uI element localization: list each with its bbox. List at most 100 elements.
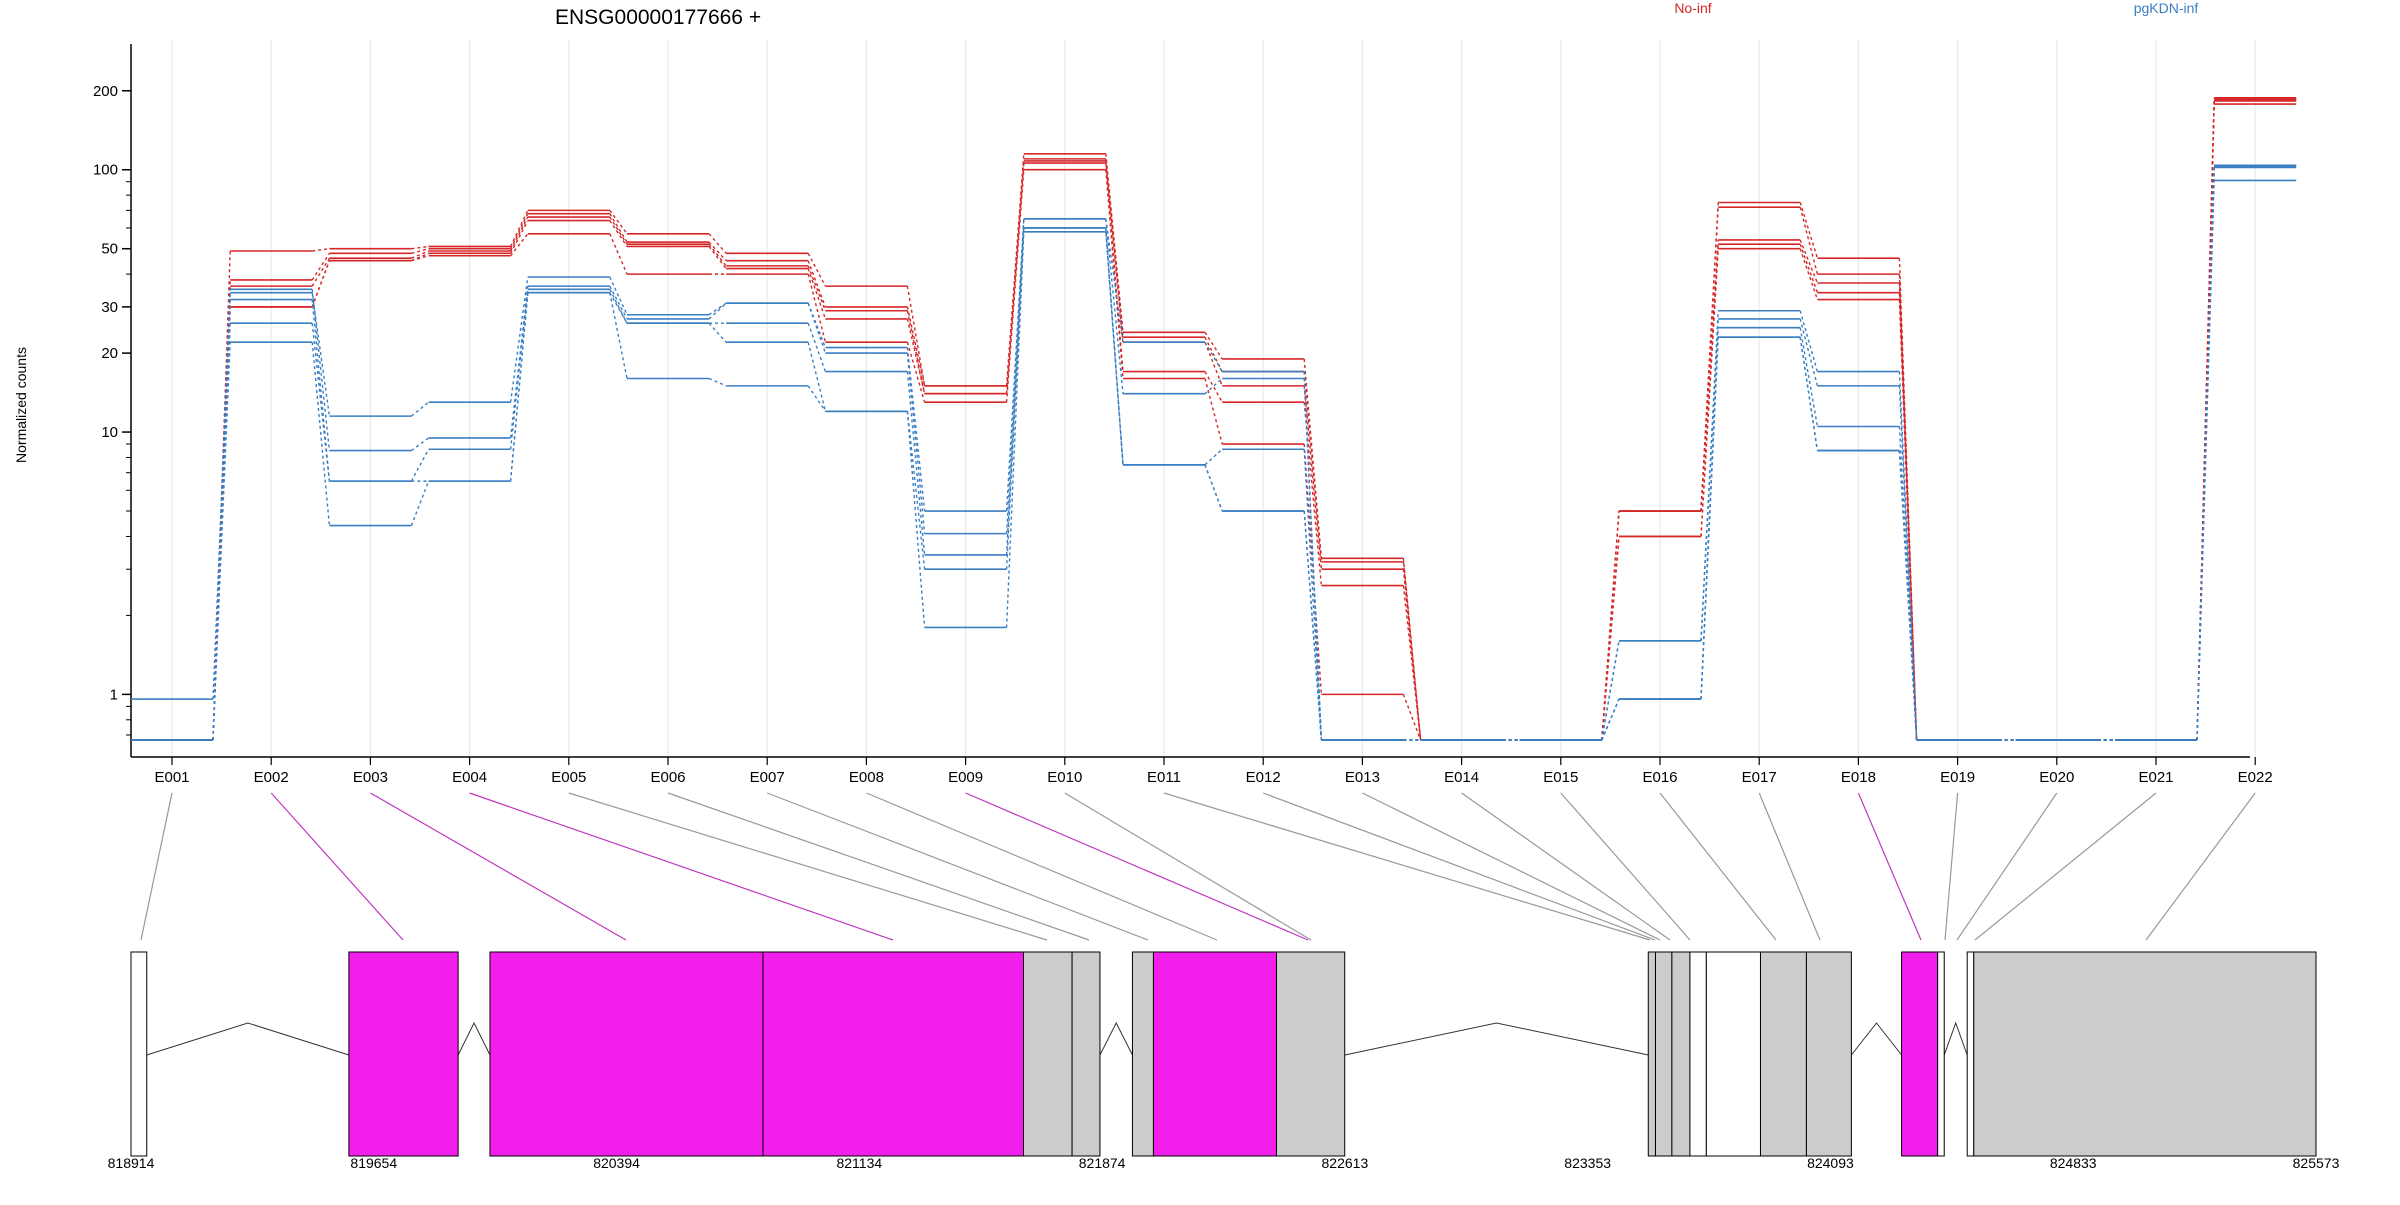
y-tick-label: 1 (110, 686, 118, 703)
data-connector (509, 292, 529, 482)
data-connector (609, 289, 628, 324)
data-connector (906, 342, 926, 403)
mapping-line (270, 792, 404, 941)
x-tick-label: E019 (1940, 769, 1975, 786)
data-connector (708, 322, 727, 343)
mapping-line (568, 792, 1048, 941)
y-tick-label: 10 (101, 424, 118, 441)
data-connector (609, 216, 628, 245)
y-tick-label: 20 (101, 345, 118, 362)
data-connector (807, 260, 827, 308)
y-axis-label: Normalized counts (13, 347, 29, 463)
legend-entry-no-inf: No-inf (1674, 0, 1711, 16)
x-tick-label: E020 (2039, 769, 2074, 786)
exon-box (1023, 951, 1073, 1157)
x-tick-label: E008 (849, 769, 884, 786)
data-connector (410, 437, 430, 452)
data-connector (1005, 158, 1025, 386)
data-connector (906, 371, 926, 556)
data-connector (807, 302, 827, 354)
exon-box (1973, 951, 2317, 1157)
data-connector (1105, 218, 1124, 343)
data-connector (1799, 248, 1819, 300)
data-connector (609, 292, 628, 379)
gene-model: 818914 819654 820394 821134 821874 822613 8233… (108, 951, 2340, 1171)
exon-box (1759, 951, 1807, 1157)
data-connector (1005, 163, 1025, 394)
data-connector (1700, 337, 1719, 700)
data-connector (609, 213, 628, 243)
data-connector (1799, 244, 1819, 293)
data-connector (708, 246, 727, 269)
exon-box (1152, 951, 1277, 1157)
exon-box (348, 951, 459, 1157)
data-connector (906, 411, 926, 570)
data-connector (411, 248, 429, 255)
data-connector (2196, 104, 2215, 741)
data-connector (411, 255, 429, 262)
data-connector (311, 289, 331, 451)
series-No-inf (131, 98, 2297, 741)
data-connector (1402, 694, 1422, 741)
mapping-line (1461, 792, 1671, 941)
data-connector (1204, 448, 1223, 466)
x-tick-label: E005 (551, 769, 586, 786)
series-lines (131, 97, 2297, 741)
legend-entry-pgkdn-inf: pgKDN-inf (2134, 0, 2199, 16)
data-connector (906, 318, 926, 394)
data-connector (708, 302, 727, 320)
data-connector (1005, 169, 1025, 403)
data-connector (906, 286, 926, 386)
data-connector (509, 216, 529, 252)
intron-line (457, 1021, 491, 1056)
data-connector (311, 299, 331, 482)
data-connector (807, 268, 827, 320)
data-connector (708, 233, 727, 254)
data-connector (509, 220, 529, 254)
exon-box (130, 951, 148, 1157)
mapping-line (1560, 792, 1691, 941)
data-connector (1402, 585, 1422, 741)
exon-mapping-lines (140, 792, 2256, 941)
data-connector (1204, 464, 1223, 512)
exon-box (1689, 951, 1707, 1157)
exon-box (1671, 951, 1691, 1157)
exon-box (1654, 951, 1673, 1157)
data-connector (1303, 510, 1323, 741)
data-connector (1799, 310, 1819, 372)
chart-title: ENSG00000177666 + (555, 6, 761, 29)
mapping-line (667, 792, 1090, 941)
data-connector (1204, 336, 1223, 372)
data-connector (1799, 337, 1819, 451)
exon-box (1705, 951, 1761, 1157)
mapping-line (1362, 792, 1661, 941)
mapping-line (1163, 792, 1651, 941)
data-connector (708, 243, 727, 267)
data-connector (906, 310, 926, 394)
mapping-line (2145, 792, 2256, 941)
data-connector (708, 241, 727, 262)
data-connector (1204, 331, 1223, 360)
x-tick-label: E007 (750, 769, 785, 786)
x-tick-label: E004 (452, 769, 487, 786)
exon-box (1937, 951, 1945, 1157)
data-connector (609, 233, 628, 275)
exon-box (1966, 951, 1975, 1157)
mapping-line (1956, 792, 2058, 941)
coordinate-label: 821874 (1079, 1155, 1126, 1171)
data-connector (1204, 378, 1223, 445)
data-connector (1303, 385, 1323, 570)
data-connector (212, 342, 231, 741)
mapping-line (370, 792, 627, 941)
mapping-line (140, 792, 173, 941)
data-connector (311, 252, 330, 281)
exon-box (1805, 951, 1852, 1157)
intron-line (1344, 1022, 1649, 1056)
coordinate-label: 819654 (350, 1155, 397, 1171)
data-connector (1799, 202, 1819, 259)
data-connector (1005, 218, 1025, 534)
exon-box (1131, 951, 1154, 1157)
data-connector (509, 210, 529, 247)
